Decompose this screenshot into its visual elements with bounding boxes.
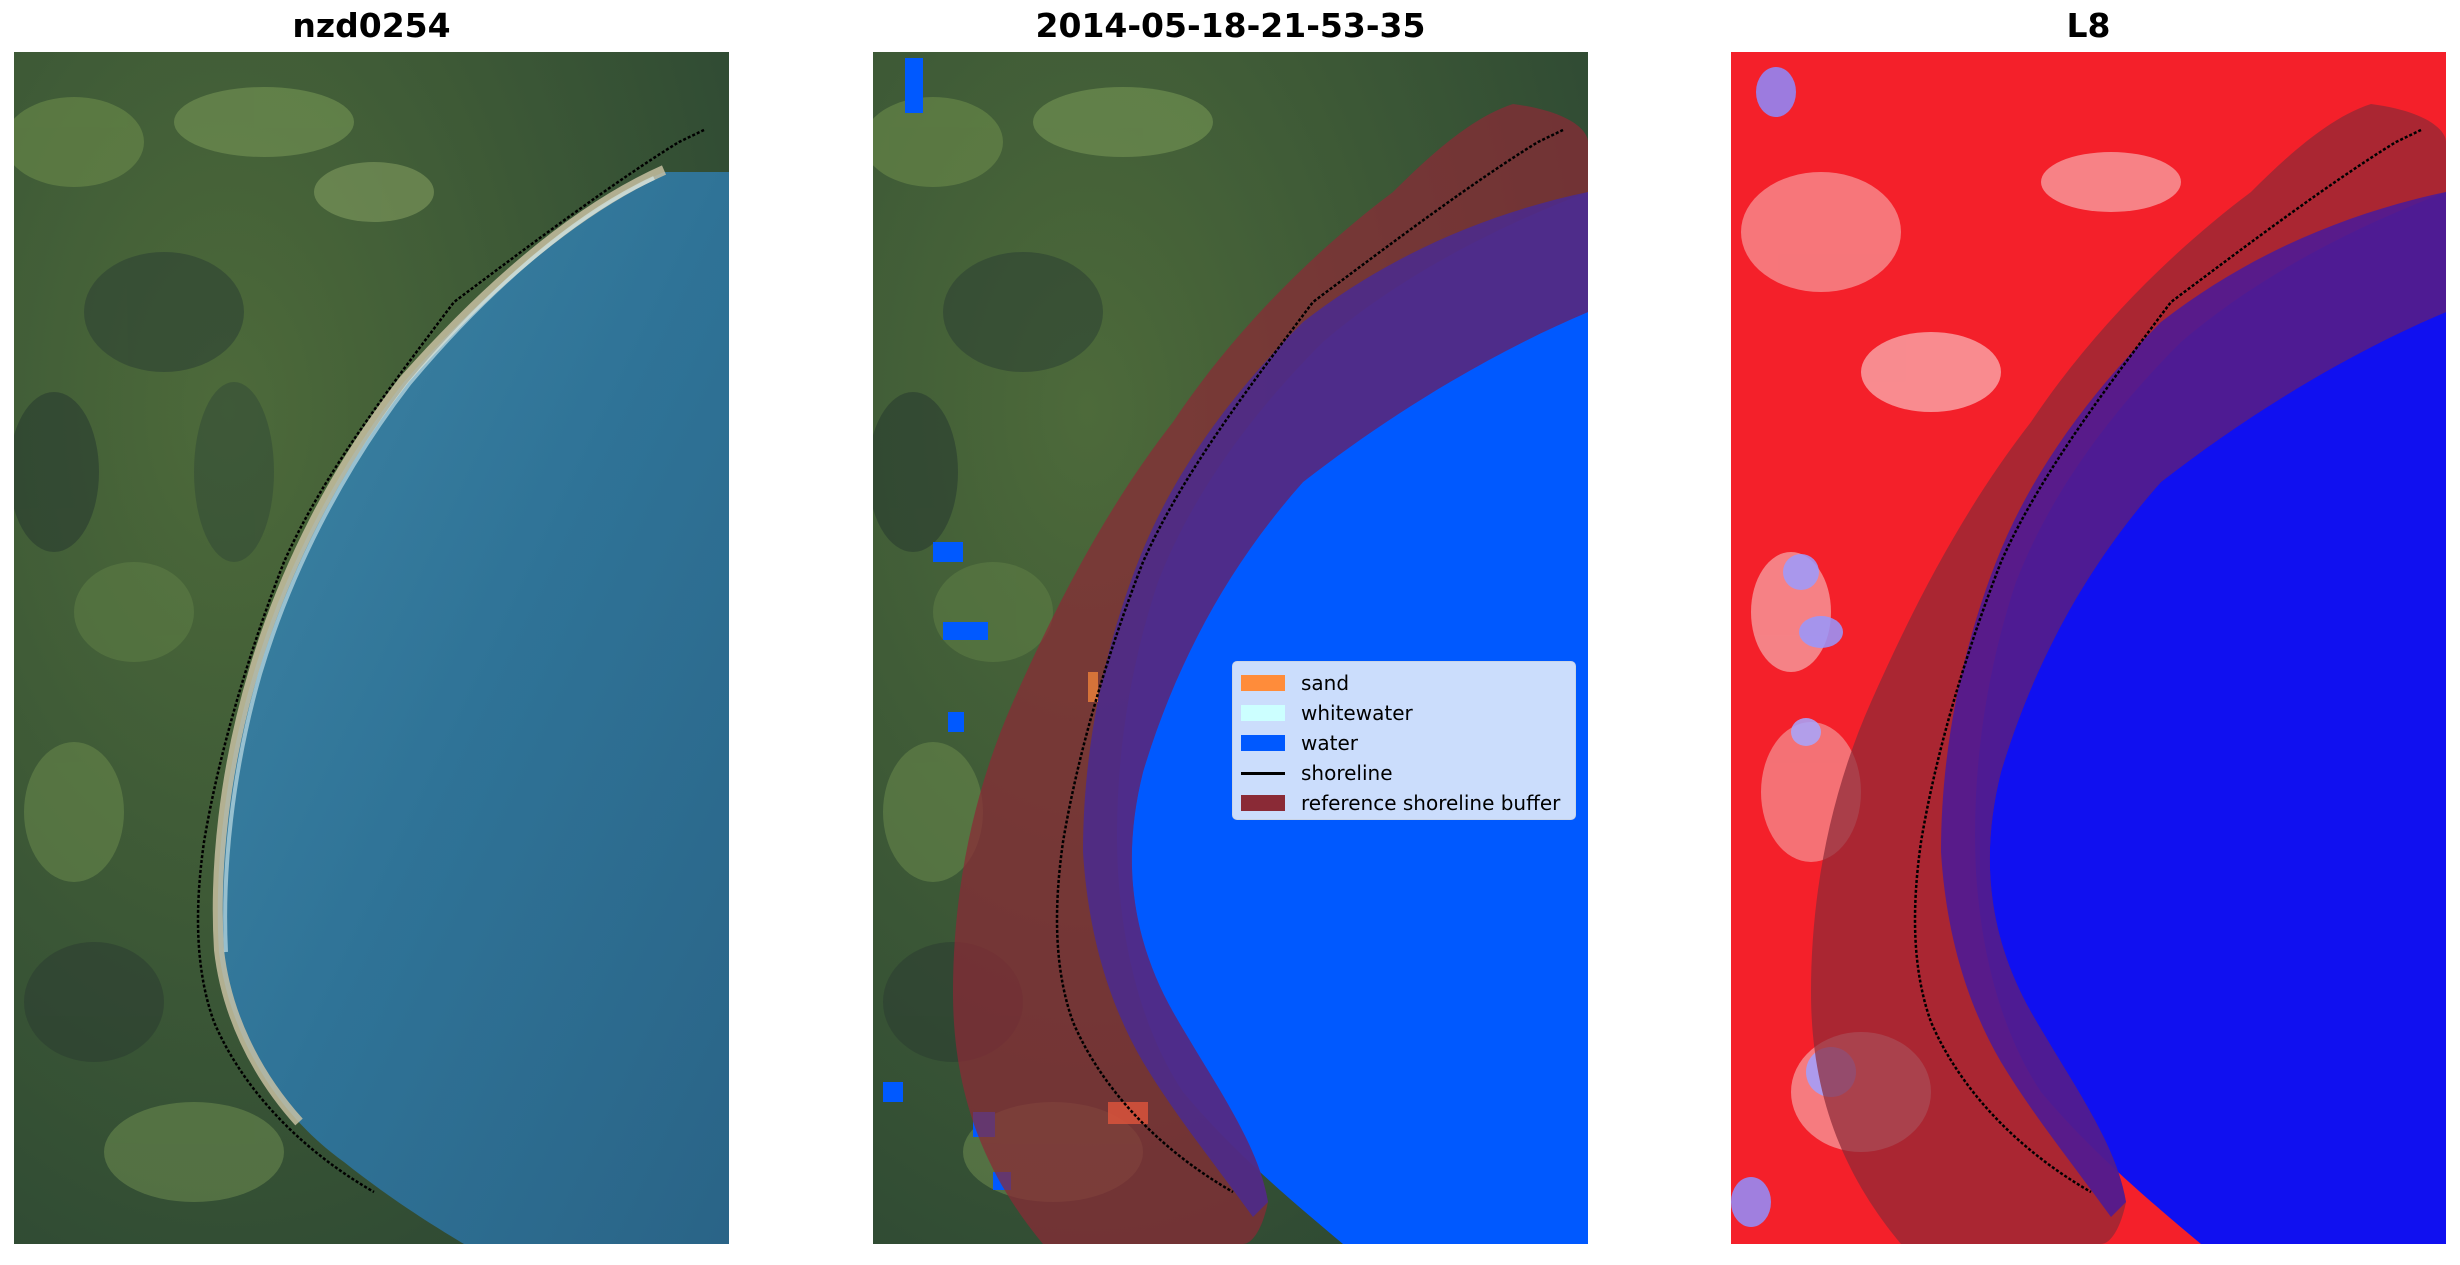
legend-item-whitewater: whitewater bbox=[1241, 698, 1567, 728]
mndwi-image-panel bbox=[1731, 52, 2446, 1244]
legend-swatch-shoreline bbox=[1241, 771, 1285, 775]
legend-label: water bbox=[1301, 731, 1358, 755]
legend-label: reference shoreline buffer bbox=[1301, 791, 1561, 815]
legend-label: whitewater bbox=[1301, 701, 1413, 725]
panel-title-classified: 2014-05-18-21-53-35 bbox=[1035, 6, 1426, 45]
panel-title-mndwi: L8 bbox=[2066, 6, 2111, 45]
legend-swatch-sand bbox=[1241, 675, 1285, 691]
legend-item-sand: sand bbox=[1241, 668, 1567, 698]
mndwi-index-image bbox=[1731, 52, 2446, 1244]
legend-swatch-buffer bbox=[1241, 795, 1285, 811]
rgb-satellite-image bbox=[14, 52, 729, 1244]
panel-title-rgb: nzd0254 bbox=[292, 6, 451, 45]
legend-label: sand bbox=[1301, 671, 1350, 695]
legend-swatch-water bbox=[1241, 735, 1285, 751]
classified-satellite-image bbox=[873, 52, 1588, 1244]
legend-item-shoreline: shoreline bbox=[1241, 758, 1567, 788]
shoreline-line bbox=[1913, 128, 2422, 1194]
legend-item-water: water bbox=[1241, 728, 1567, 758]
legend-item-reference-shoreline-buffer: reference shoreline buffer bbox=[1241, 788, 1567, 818]
rgb-image-panel bbox=[14, 52, 729, 1244]
legend-label: shoreline bbox=[1301, 761, 1393, 785]
legend-swatch-whitewater bbox=[1241, 705, 1285, 721]
shoreline-line bbox=[1055, 128, 1564, 1194]
classified-image-panel bbox=[873, 52, 1588, 1244]
shoreline-line bbox=[196, 128, 705, 1194]
legend: sand whitewater water shoreline referenc… bbox=[1232, 661, 1576, 820]
